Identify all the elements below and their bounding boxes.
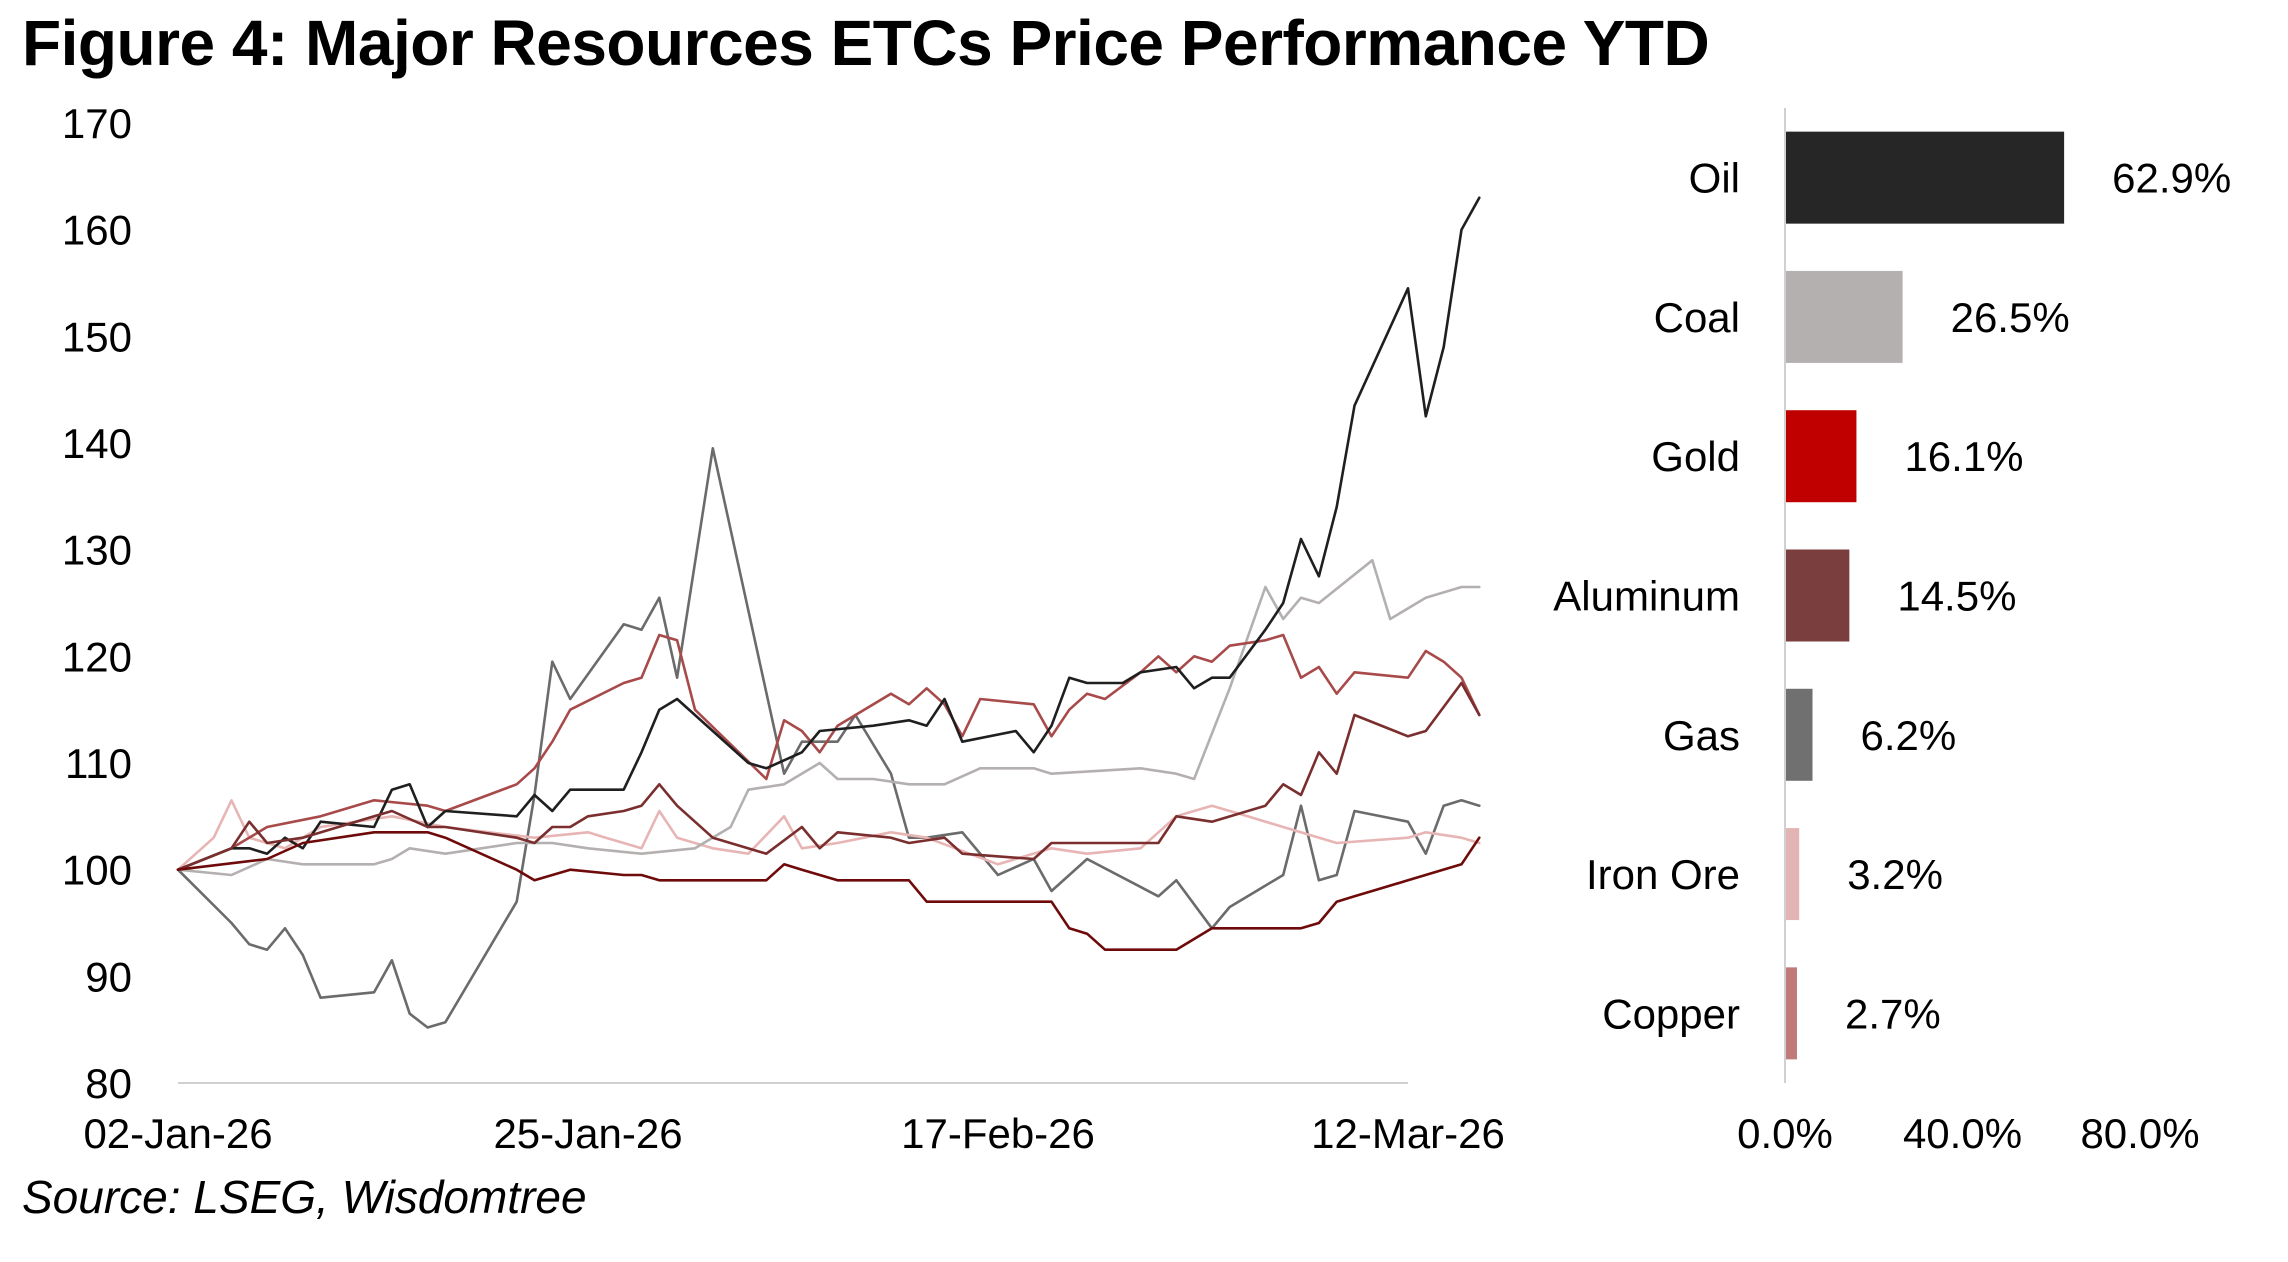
bar-category-label: Oil [1689,155,1740,202]
line-chart: 80 90 100 110 120 130 140 150 160 170 02-Jan-26 25-… [62,100,1505,1157]
bar-value-label: 6.2% [1861,712,1957,759]
bar-category-label: Gold [1651,433,1740,480]
bar-gas [1786,688,1813,781]
bar-category-label: Gas [1663,712,1740,759]
x-tick-label: 25-Jan-26 [493,1110,682,1157]
y-tick-label: 120 [62,633,132,680]
y-tick-label: 140 [62,420,132,467]
y-tick-label: 130 [62,527,132,574]
y-tick-label: 110 [65,740,132,787]
series-line-4 [176,633,1481,872]
bar-value-label: 62.9% [2112,155,2231,202]
x-tick-label: 17-Feb-26 [901,1110,1095,1157]
x-tick-label: 12-Mar-26 [1311,1110,1505,1157]
bar-x-tick-label: 40.0% [1903,1110,2022,1157]
bar-aluminum [1786,549,1850,642]
series-line-2 [176,798,1481,872]
figure-title: Figure 4: Major Resources ETCs Price Per… [22,7,1710,79]
series-line-3 [176,558,1481,877]
source-note: Source: LSEG, Wisdomtree [22,1171,587,1223]
y-tick-label: 170 [62,100,132,147]
y-tick-label: 90 [85,953,132,1000]
bar-category-label: Coal [1654,294,1740,341]
y-tick-label: 100 [62,847,132,894]
bar-value-label: 3.2% [1847,851,1943,898]
bar-category-label: Aluminum [1553,573,1740,620]
bar-coal [1786,270,1903,363]
series-line-1 [176,446,1481,1029]
bar-chart: Oil 62.9% Coal 26.5% Gold 16.1% Aluminum 14.5% G… [1553,108,2231,1157]
bar-x-tick-label: 80.0% [2080,1110,2199,1157]
bar-value-label: 14.5% [1897,573,2016,620]
series-line-5 [176,196,1481,872]
y-tick-label: 150 [62,313,132,360]
series-line-6 [176,681,1481,872]
bar-copper [1786,967,1797,1060]
y-tick-label: 80 [85,1060,132,1107]
bar-category-label: Iron Ore [1586,851,1740,898]
x-tick-label: 02-Jan-26 [83,1110,272,1157]
y-tick-label: 160 [62,207,132,254]
bar-category-label: Copper [1602,990,1740,1037]
bar-value-label: 26.5% [1951,294,2070,341]
bar-value-label: 16.1% [1904,433,2023,480]
bar-x-tick-label: 0.0% [1737,1110,1833,1157]
bar-value-label: 2.7% [1845,990,1941,1037]
bar-iron-ore [1786,828,1800,921]
bar-oil [1786,131,2065,224]
series-line-7 [176,830,1481,952]
bar-gold [1786,410,1857,503]
